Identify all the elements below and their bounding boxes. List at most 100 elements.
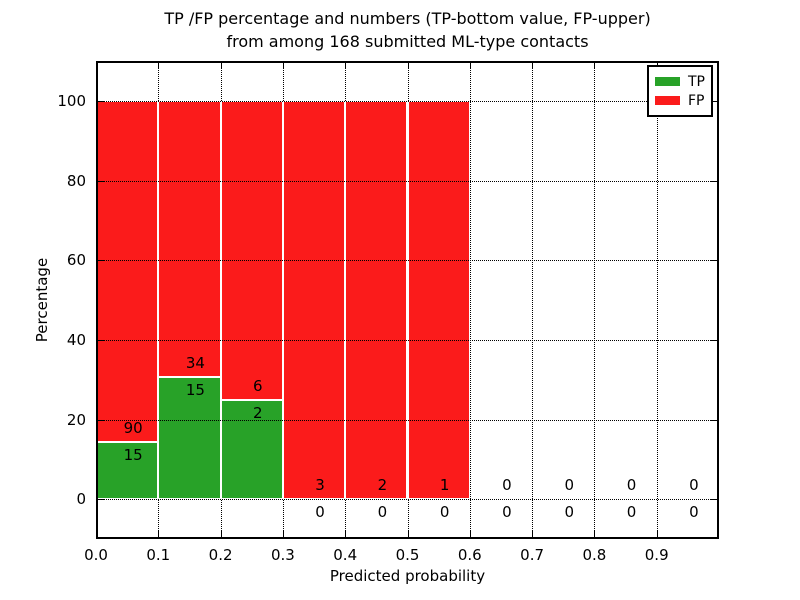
bar-count-label-fp: 0 xyxy=(502,476,512,495)
y-tick-mark xyxy=(98,100,104,102)
bar-count-label-fp: 2 xyxy=(377,476,388,495)
bar-count-label-fp: 0 xyxy=(626,476,637,495)
y-tick-label: 60 xyxy=(66,251,86,270)
legend-swatch-fp xyxy=(655,96,680,105)
gridline-horizontal xyxy=(96,260,719,262)
gridline-horizontal xyxy=(96,180,719,182)
x-tick-label: 0.9 xyxy=(644,546,669,564)
bar-count-label-fp: 3 xyxy=(315,476,325,495)
x-tick-label: 0.3 xyxy=(270,546,295,564)
bar-segment-fp xyxy=(96,100,159,443)
bar-count-label-tp: 0 xyxy=(626,503,637,522)
y-tick-mark xyxy=(711,260,717,262)
x-tick-mark xyxy=(345,531,347,537)
bar-count-label-tp: 0 xyxy=(564,503,575,522)
y-axis-label: Percentage xyxy=(33,257,51,343)
x-tick-label: 0.6 xyxy=(457,546,482,564)
y-tick-mark xyxy=(711,419,717,421)
y-tick-mark xyxy=(711,180,717,182)
x-tick-label: 0.8 xyxy=(582,546,607,564)
bar-count-label-tp: 15 xyxy=(123,446,143,465)
chart-title: TP /FP percentage and numbers (TP-bottom… xyxy=(96,7,719,53)
bar-count-label-fp: 90 xyxy=(123,419,143,438)
y-tick-mark xyxy=(711,100,717,102)
y-tick-label: 80 xyxy=(66,171,86,190)
x-tick-mark xyxy=(469,63,471,69)
gridline-horizontal xyxy=(96,339,719,341)
x-tick-mark xyxy=(96,63,97,69)
x-axis-label: Predicted probability xyxy=(329,567,486,585)
plot-area: TP FP 90 15 34 15 6 2 3 0 2 0 1 0 0 0 0 0 0 0 0 0 xyxy=(96,61,719,539)
legend-entry-tp: TP xyxy=(655,72,705,91)
chart-title-line1: TP /FP percentage and numbers (TP-bottom… xyxy=(164,9,651,28)
x-tick-mark xyxy=(656,531,658,537)
x-tick-label: 0.5 xyxy=(395,546,420,564)
y-tick-mark xyxy=(98,339,104,341)
gridline-vertical xyxy=(532,61,534,539)
x-tick-mark xyxy=(96,531,97,537)
x-tick-label: 0.7 xyxy=(520,546,545,564)
x-tick-mark xyxy=(282,531,284,537)
legend-swatch-tp xyxy=(655,77,680,86)
bar-segment-fp xyxy=(282,100,346,500)
x-tick-label: 0.0 xyxy=(84,546,108,564)
x-tick-label: 0.1 xyxy=(146,546,171,564)
x-tick-mark xyxy=(158,63,160,69)
bar-count-label-tp: 0 xyxy=(689,503,699,522)
y-tick-label: 100 xyxy=(57,91,86,110)
gridline-vertical xyxy=(656,61,658,539)
chart-title-line2: from among 168 submitted ML-type contact… xyxy=(226,32,589,51)
y-tick-mark xyxy=(711,499,717,501)
y-tick-mark xyxy=(711,339,717,341)
bar-count-label-tp: 0 xyxy=(315,503,325,522)
bar-count-label-tp: 0 xyxy=(502,503,512,522)
bar-count-label-tp: 15 xyxy=(185,381,205,400)
x-tick-mark xyxy=(407,63,409,69)
y-tick-mark xyxy=(98,180,104,182)
y-tick-mark xyxy=(98,419,104,421)
x-tick-mark xyxy=(158,531,160,537)
y-tick-mark xyxy=(98,260,104,262)
bar-count-label-fp: 1 xyxy=(439,476,450,495)
bar-count-label-fp: 34 xyxy=(185,354,205,373)
x-tick-mark xyxy=(407,531,409,537)
gridline-horizontal xyxy=(96,100,719,102)
bar-count-label-tp: 0 xyxy=(377,503,388,522)
legend-entry-fp: FP xyxy=(655,91,705,110)
gridline-horizontal xyxy=(96,419,719,421)
x-tick-mark xyxy=(469,531,471,537)
x-tick-mark xyxy=(220,531,222,537)
y-tick-label: 20 xyxy=(66,410,86,429)
bar-segment-fp xyxy=(407,100,470,500)
legend: TP FP xyxy=(647,65,713,117)
x-tick-mark xyxy=(282,63,284,69)
x-tick-mark xyxy=(220,63,222,69)
y-tick-mark xyxy=(98,499,104,501)
gridline-vertical xyxy=(594,61,596,539)
bar-segment-fp xyxy=(345,100,408,500)
x-tick-mark xyxy=(532,63,534,69)
x-tick-mark xyxy=(345,63,347,69)
bar-segment-tp xyxy=(96,442,159,500)
x-tick-label: 0.2 xyxy=(208,546,233,564)
bar-count-label-fp: 6 xyxy=(252,376,263,395)
bar-segment-tp xyxy=(220,399,283,500)
bar-count-label-tp: 2 xyxy=(252,403,263,422)
bar-count-label-fp: 0 xyxy=(689,476,699,495)
bar-count-label-tp: 0 xyxy=(439,503,450,522)
bar-segment-fp xyxy=(158,100,221,378)
x-tick-mark xyxy=(594,63,596,69)
x-tick-mark xyxy=(532,531,534,537)
gridline-horizontal xyxy=(96,499,719,501)
bar-segment-tp xyxy=(158,377,221,500)
legend-label-fp: FP xyxy=(688,92,705,109)
y-tick-label: 40 xyxy=(66,330,86,349)
legend-label-tp: TP xyxy=(688,73,705,90)
y-tick-label: 0 xyxy=(76,490,86,509)
bar-segment-fp xyxy=(220,100,283,400)
x-tick-label: 0.4 xyxy=(333,546,358,564)
gridline-vertical xyxy=(469,61,471,539)
bar-count-label-fp: 0 xyxy=(564,476,575,495)
x-tick-mark xyxy=(594,531,596,537)
